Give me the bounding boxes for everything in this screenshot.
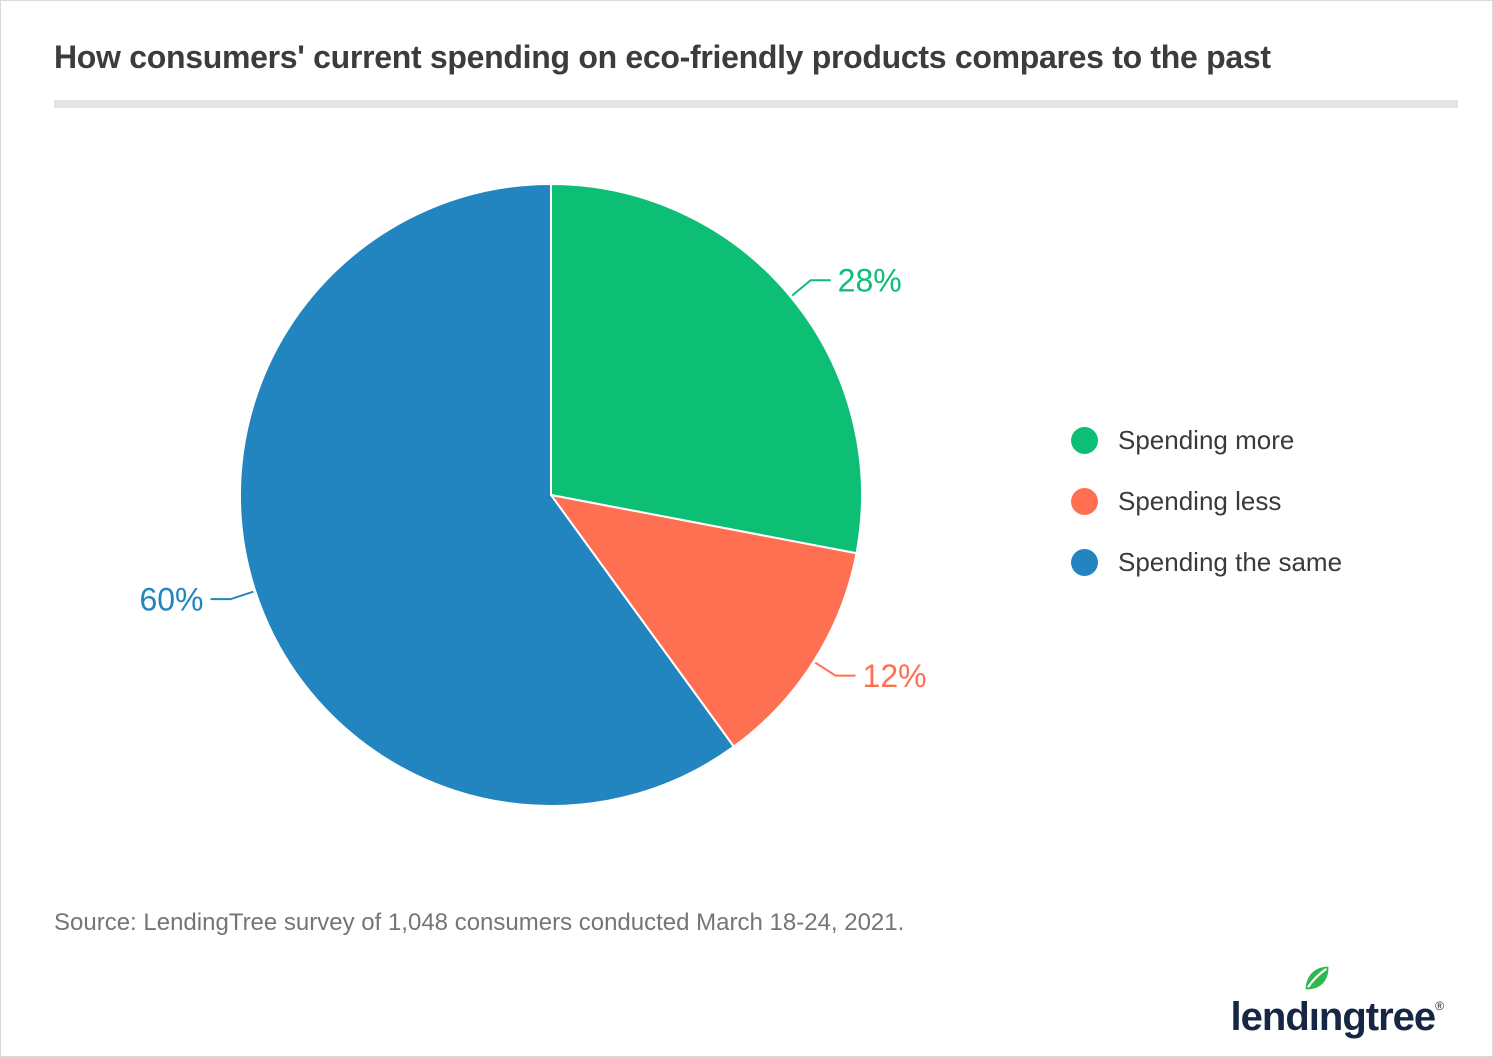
slice-label-spending-more: 28% <box>838 262 902 298</box>
legend-item-spending-more: Spending more <box>1071 425 1342 456</box>
pie-slice-spending-the-same <box>239 183 735 807</box>
title-divider <box>54 100 1458 108</box>
leader-line-spending-less <box>814 661 856 677</box>
registered-mark: ® <box>1435 998 1444 1013</box>
legend-label: Spending the same <box>1118 547 1343 577</box>
lendingtree-logo: lendı ngtree® <box>1230 966 1444 1040</box>
pie-slice-spending-less <box>550 494 858 748</box>
logo-i-anchor: ı <box>1305 966 1329 1040</box>
slice-label-spending-less: 12% <box>863 658 927 694</box>
legend-dot-icon <box>1071 427 1098 454</box>
legend-item-spending-less: Spending less <box>1071 486 1342 517</box>
leader-line-spending-more <box>791 279 831 297</box>
legend-dot-icon <box>1071 549 1098 576</box>
chart-title: How consumers' current spending on eco-f… <box>54 39 1271 75</box>
legend: Spending more Spending less Spending the s… <box>1071 425 1342 578</box>
logo-dotless-i: ı <box>1308 995 1320 1039</box>
source-note: Source: LendingTree survey of 1,048 cons… <box>54 909 905 936</box>
logo-wordmark: lendı ngtree <box>1230 966 1436 1040</box>
legend-item-spending-the-same: Spending the same <box>1071 547 1342 578</box>
slice-label-spending-the-same: 60% <box>139 581 203 617</box>
leaf-icon <box>1305 966 1329 990</box>
legend-label: Spending more <box>1118 425 1295 455</box>
logo-text-pre: lend <box>1230 995 1310 1039</box>
logo-text-post: ngtree <box>1318 995 1436 1039</box>
legend-dot-icon <box>1071 488 1098 515</box>
leader-line-spending-the-same <box>210 590 254 601</box>
pie-slice-spending-more <box>550 183 863 555</box>
legend-label: Spending less <box>1118 486 1282 516</box>
